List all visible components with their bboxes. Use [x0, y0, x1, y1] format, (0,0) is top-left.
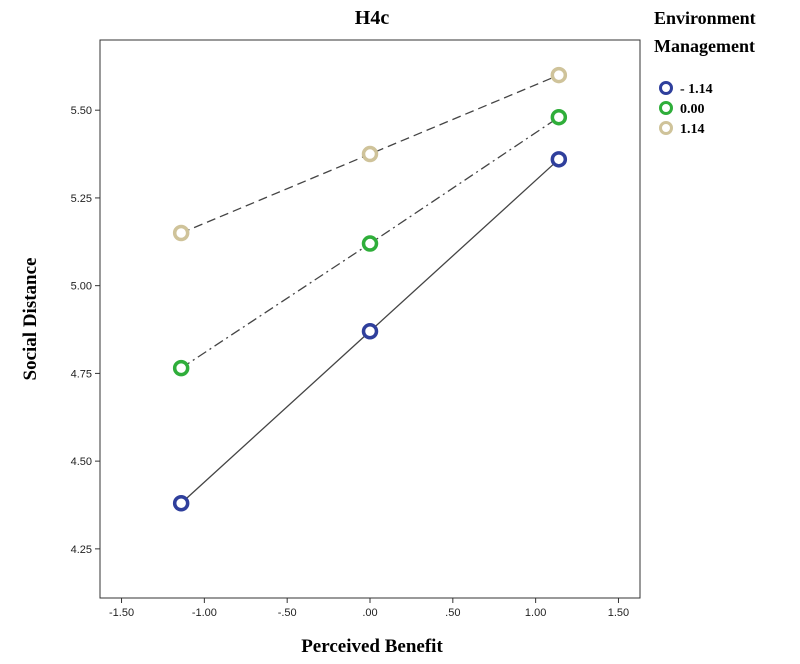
x-tick-label: -1.00 — [192, 607, 217, 619]
data-point — [172, 494, 190, 512]
y-tick-label: 5.25 — [71, 193, 92, 205]
x-tick-label: -.50 — [278, 607, 297, 619]
data-point — [172, 224, 190, 242]
y-tick-label: 4.25 — [71, 544, 92, 556]
data-point — [550, 108, 568, 126]
legend-marker — [659, 81, 673, 95]
y-tick-label: 5.50 — [71, 105, 92, 117]
legend-label: 0.00 — [680, 102, 705, 117]
data-point — [361, 235, 379, 252]
data-point — [172, 359, 190, 377]
data-point — [361, 323, 379, 340]
data-point — [550, 151, 568, 168]
data-point — [361, 145, 379, 163]
legend-title: Management — [654, 36, 755, 56]
x-tick-label: .50 — [445, 607, 460, 619]
legend-title: Environment — [654, 8, 756, 28]
y-axis-label: Social Distance — [20, 258, 41, 381]
data-point — [550, 66, 568, 84]
legend-label: - 1.14 — [680, 82, 713, 97]
chart-title: H4c — [355, 7, 390, 29]
legend-marker — [659, 101, 673, 115]
y-tick-label: 4.50 — [71, 456, 92, 468]
y-tick-label: 5.00 — [71, 281, 92, 293]
legend-marker — [659, 121, 673, 135]
x-axis-label: Perceived Benefit — [301, 636, 443, 657]
y-tick-label: 4.75 — [71, 368, 92, 380]
x-tick-label: -1.50 — [109, 607, 134, 619]
x-tick-label: .00 — [362, 607, 377, 619]
legend-label: 1.14 — [680, 122, 705, 137]
x-tick-label: 1.50 — [608, 607, 629, 619]
x-tick-label: 1.00 — [525, 607, 546, 619]
